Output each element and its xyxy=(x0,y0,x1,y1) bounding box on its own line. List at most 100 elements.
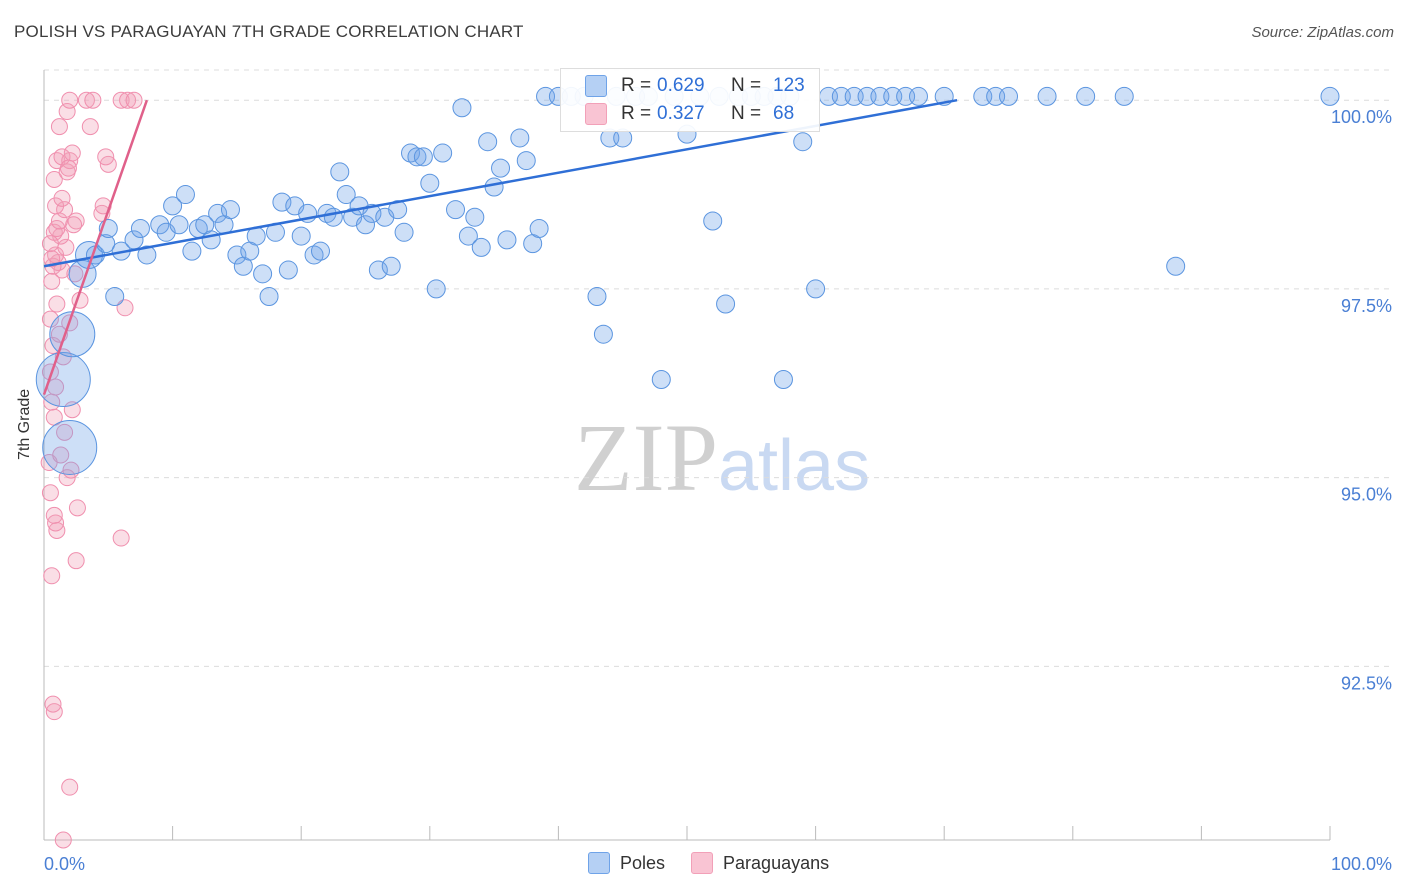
poles-point xyxy=(1320,86,1340,106)
poles-point xyxy=(510,128,530,148)
poles-point xyxy=(471,237,491,257)
poles-point xyxy=(259,286,279,306)
paraguayans-point xyxy=(54,831,72,849)
poles-point xyxy=(491,158,511,178)
watermark-atlas: atlas xyxy=(718,426,870,506)
paraguayans-point xyxy=(61,778,79,796)
paraguayans-point xyxy=(45,170,63,188)
stats-legend: R = 0.629 N = 123 R = 0.327 N = 68 xyxy=(560,68,820,132)
poles-point xyxy=(150,215,170,235)
poles-point xyxy=(458,226,478,246)
paraguayans-point xyxy=(58,103,76,121)
n-label: N = xyxy=(731,103,762,124)
x-tick-label-min: 0.0% xyxy=(44,854,85,874)
n-label: N = xyxy=(731,75,762,96)
poles-point xyxy=(227,245,247,265)
paraguayans-point xyxy=(67,552,85,570)
poles-point xyxy=(381,256,401,276)
paraguayans-point xyxy=(52,446,70,464)
poles-point xyxy=(793,132,813,152)
paraguayans-point xyxy=(68,499,86,517)
chart-title: POLISH VS PARAGUAYAN 7TH GRADE CORRELATI… xyxy=(14,22,524,41)
paraguayans-point xyxy=(43,272,61,290)
poles-point xyxy=(253,264,273,284)
r-label: R = xyxy=(621,103,652,124)
poles-point xyxy=(433,143,453,163)
poles-point xyxy=(35,352,91,408)
poles-point xyxy=(208,203,228,223)
poles-point xyxy=(651,370,671,390)
poles-point xyxy=(999,86,1018,106)
poles-point xyxy=(330,162,350,182)
legend-item-paraguayans[interactable]: Paraguayans xyxy=(691,852,829,874)
poles-point xyxy=(587,286,607,306)
stats-row-paraguayans: R = 0.327 N = 68 xyxy=(561,99,794,129)
paraguayans-point xyxy=(43,250,61,268)
poles-point xyxy=(1166,256,1186,276)
poles-point xyxy=(49,311,96,358)
poles-point xyxy=(362,203,382,223)
poles-point xyxy=(420,173,440,193)
poles-point xyxy=(529,219,549,239)
poles-point xyxy=(323,207,343,227)
paraguayans-point xyxy=(112,91,130,109)
poles-point xyxy=(446,200,466,220)
paraguayans-point xyxy=(81,118,99,136)
poles-point xyxy=(1037,86,1057,106)
r-label: R = xyxy=(621,75,652,96)
paraguayans-point xyxy=(59,159,77,177)
poles-point xyxy=(407,147,427,167)
poles-point xyxy=(169,215,189,235)
poles-point xyxy=(806,279,826,299)
poles-point xyxy=(401,143,421,163)
poles-point xyxy=(336,185,356,205)
poles-legend-label: Poles xyxy=(620,852,666,873)
poles-point xyxy=(426,279,446,299)
poles-point xyxy=(452,98,472,118)
poles-point xyxy=(516,151,536,171)
paraguayans-point xyxy=(56,423,74,441)
paraguayans-point xyxy=(41,235,59,253)
poles-point xyxy=(497,230,517,250)
poles-point xyxy=(130,219,150,239)
paraguayans-point xyxy=(41,484,59,502)
paraguayans-legend-swatch xyxy=(691,852,714,874)
paraguayans-r-value: 0.327 xyxy=(657,103,705,124)
poles-point xyxy=(272,192,292,212)
poles-point xyxy=(1076,86,1096,106)
source-label: Source: ZipAtlas.com xyxy=(1251,24,1394,41)
paraguayans-point xyxy=(112,529,130,547)
poles-point xyxy=(465,207,485,227)
poles-legend-swatch xyxy=(588,852,610,874)
poles-point xyxy=(908,86,928,106)
paraguayans-trendline xyxy=(42,99,149,396)
poles-point xyxy=(593,324,613,344)
paraguayans-legend-label: Paraguayans xyxy=(723,852,830,873)
paraguayans-point xyxy=(119,91,137,109)
poles-point xyxy=(310,241,330,261)
poles-point xyxy=(220,200,240,220)
paraguayans-point xyxy=(56,201,74,219)
poles-point xyxy=(394,222,414,242)
poles-point xyxy=(413,147,433,167)
paraguayans-swatch xyxy=(585,103,607,125)
poles-point xyxy=(137,245,157,265)
poles-point xyxy=(368,260,388,280)
y-tick-label: 100.0% xyxy=(1331,107,1392,127)
poles-point xyxy=(478,132,498,152)
paraguayans-point xyxy=(116,299,134,317)
poles-point xyxy=(291,226,311,246)
legend-item-poles[interactable]: Poles xyxy=(588,852,665,874)
poles-n-value: 123 xyxy=(773,75,805,96)
paraguayans-point xyxy=(53,189,71,207)
poles-point xyxy=(773,370,793,390)
poles-point xyxy=(1114,86,1134,106)
paraguayans-point xyxy=(77,91,95,109)
poles-point xyxy=(716,294,736,314)
paraguayans-point xyxy=(48,295,66,313)
watermark-zip: ZIP xyxy=(574,404,718,511)
y-tick-label: 97.5% xyxy=(1341,296,1392,316)
poles-point xyxy=(356,215,375,235)
poles-point xyxy=(105,286,125,306)
